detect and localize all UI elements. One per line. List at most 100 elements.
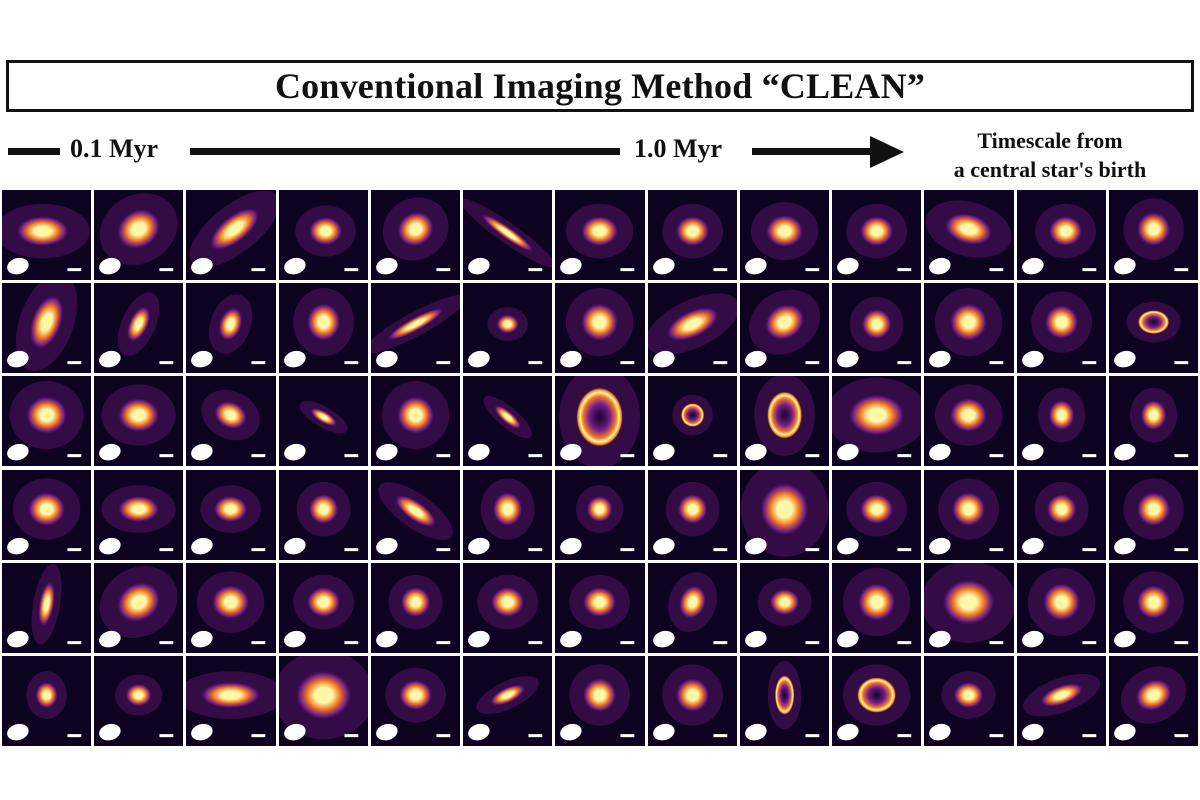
- disk-emission: [664, 306, 720, 343]
- scale-bar: [989, 454, 1004, 458]
- beam-ellipse: [837, 723, 859, 741]
- scale-bar: [344, 733, 358, 737]
- scale-bar: [620, 733, 635, 737]
- disk-image-panel: [1016, 376, 1106, 467]
- disk-image-panel: [94, 190, 184, 281]
- timeline-mid-label: 1.0 Myr: [634, 134, 723, 163]
- disk-emission: [399, 585, 432, 618]
- disk-image-panel: [739, 469, 830, 560]
- scale-bar: [344, 268, 358, 272]
- timescale-arrow: 0.1 Myr 1.0 Myr: [0, 128, 1200, 178]
- beam-ellipse: [560, 444, 582, 461]
- beam-ellipse: [283, 351, 306, 368]
- scale-bar: [1081, 268, 1096, 272]
- disk-emission: [580, 215, 620, 248]
- disk-emission: [1134, 678, 1173, 712]
- beam-ellipse: [1113, 537, 1136, 554]
- disk-emission: [1045, 492, 1078, 525]
- disk-emission: [199, 680, 263, 709]
- disk-image-panel: [739, 283, 830, 374]
- disk-image-panel: [739, 190, 830, 281]
- disk-image-panel: [370, 376, 461, 467]
- disk-image-panel: [2, 190, 92, 281]
- disk-emission: [479, 212, 536, 254]
- disk-emission: [213, 400, 249, 431]
- scale-bar: [159, 454, 174, 458]
- scale-bar: [251, 454, 266, 458]
- disk-emission: [385, 307, 446, 342]
- scale-bar: [159, 268, 174, 272]
- disk-image-panel: [370, 655, 461, 746]
- disk-image-panel: [370, 283, 461, 374]
- scale-bar: [897, 268, 912, 272]
- scale-bar: [159, 547, 174, 551]
- scale-bar: [713, 547, 727, 551]
- beam-ellipse: [7, 630, 29, 648]
- disk-emission: [491, 490, 524, 527]
- beam-ellipse: [7, 723, 29, 741]
- scale-bar: [805, 733, 820, 737]
- scale-bar: [528, 640, 543, 644]
- beam-ellipse: [929, 630, 951, 648]
- beam-ellipse: [560, 537, 582, 554]
- disk-emission: [14, 215, 71, 248]
- disk-emission: [115, 580, 162, 623]
- scale-bar: [805, 454, 820, 458]
- disk-emission: [24, 395, 69, 436]
- disk-image-panel: [186, 190, 276, 281]
- disk-image-panel: [186, 562, 276, 653]
- disk-emission: [858, 215, 895, 248]
- scale-bar: [528, 454, 543, 458]
- disk-emission: [305, 585, 342, 618]
- timeline-segment: [8, 148, 60, 155]
- disk-emission: [677, 584, 707, 620]
- disk-image-panel: [463, 283, 553, 374]
- scale-bar: [436, 640, 451, 644]
- beam-ellipse: [376, 630, 398, 648]
- disk-emission: [309, 407, 338, 427]
- scale-bar: [989, 733, 1004, 737]
- disk-emission: [856, 676, 897, 713]
- scale-bar: [67, 268, 82, 272]
- disk-emission: [1137, 310, 1170, 335]
- scale-bar: [1174, 640, 1189, 644]
- disk-emission: [582, 676, 618, 713]
- disk-emission: [493, 404, 522, 430]
- scale-bar: [436, 268, 451, 272]
- disk-emission: [396, 210, 435, 248]
- beam-ellipse: [744, 630, 767, 648]
- disk-emission: [586, 494, 614, 523]
- beam-ellipse: [99, 723, 121, 741]
- disk-emission: [126, 305, 152, 343]
- scale-bar: [251, 268, 266, 272]
- beam-ellipse: [468, 723, 490, 741]
- scale-bar: [897, 361, 912, 365]
- disk-emission: [763, 303, 806, 342]
- scale-bar: [1174, 547, 1189, 551]
- disk-image-panel: [278, 190, 368, 281]
- disk-emission: [856, 581, 897, 622]
- disk-image-panel: [647, 562, 737, 653]
- disk-image-panel: [94, 376, 184, 467]
- scale-bar: [1174, 733, 1189, 737]
- scale-bar: [1174, 361, 1189, 365]
- disk-emission: [1047, 215, 1083, 248]
- beam-ellipse: [744, 444, 767, 461]
- beam-ellipse: [1021, 630, 1044, 648]
- beam-ellipse: [468, 444, 490, 461]
- beam-ellipse: [929, 444, 951, 461]
- disk-image-panel: [2, 469, 92, 560]
- beam-ellipse: [652, 257, 675, 275]
- timescale-note-line-1: Timescale from: [977, 128, 1123, 153]
- disk-emission: [395, 395, 436, 436]
- disk-emission: [774, 674, 795, 715]
- beam-ellipse: [468, 630, 490, 648]
- disk-emission: [674, 215, 711, 248]
- beam-ellipse: [99, 537, 121, 554]
- disk-emission: [953, 680, 985, 709]
- disk-emission: [576, 387, 624, 448]
- disk-image-panel: [186, 655, 276, 746]
- beam-ellipse: [652, 630, 675, 648]
- disk-emission: [680, 403, 705, 428]
- beam-ellipse: [191, 444, 214, 461]
